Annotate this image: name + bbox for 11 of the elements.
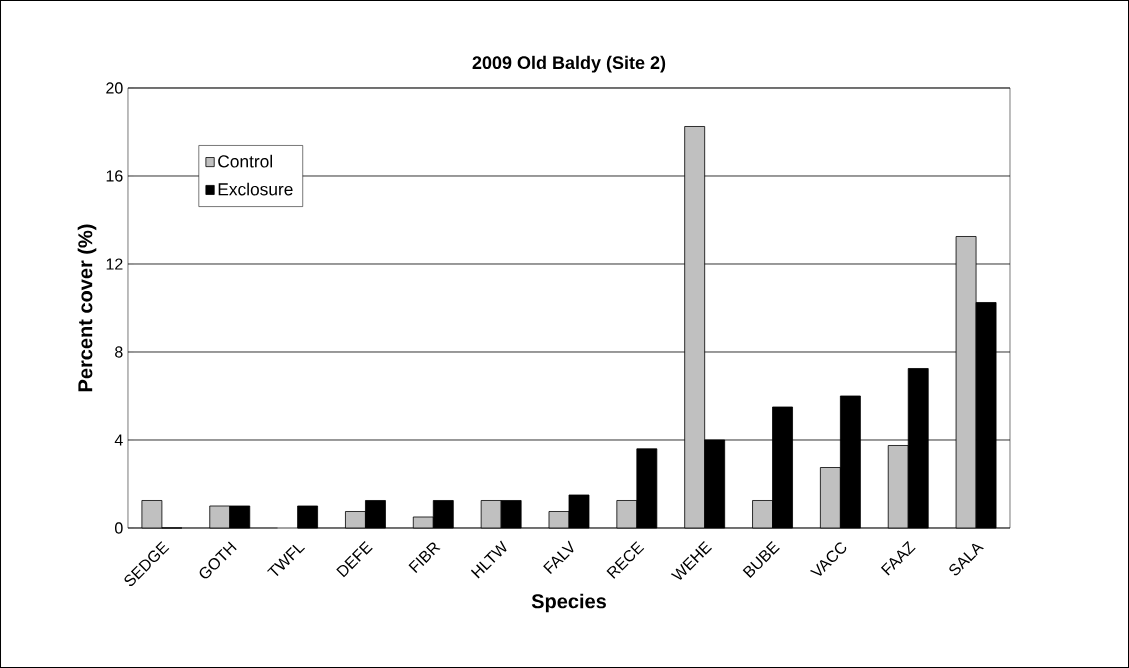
x-axis-title: Species [531,593,606,613]
y-tick-label: 20 [106,82,123,94]
legend-label: Control [218,154,273,168]
y-tick-label: 8 [115,346,123,358]
y-axis-title: Percent cover (%) [77,224,97,392]
y-tick-label: 0 [115,522,123,534]
chart-title: 2009 Old Baldy (Site 2) [472,55,666,73]
y-tick-label: 4 [114,434,123,446]
legend-label: Exclosure [218,182,293,196]
y-tick-label: 16 [106,170,123,182]
y-tick-label: 12 [106,258,123,270]
